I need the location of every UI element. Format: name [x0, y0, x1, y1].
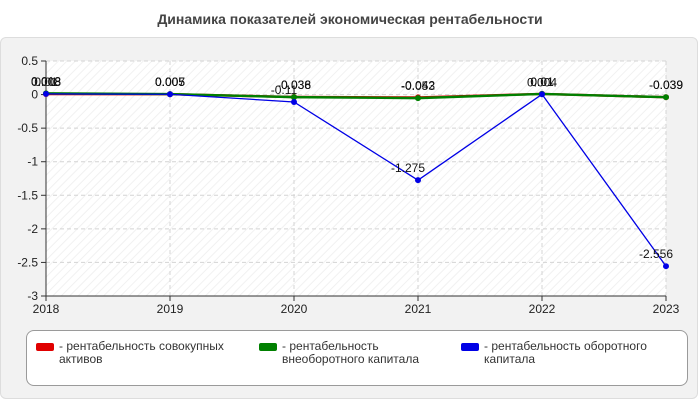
x-tick-label: 2021	[405, 302, 432, 316]
legend-item-series-2[interactable]: - рентабельность внеоборотного капитала	[259, 340, 449, 366]
y-tick-label: -2	[27, 222, 38, 236]
series-line-3	[45, 93, 667, 267]
x-tick-label: 2022	[529, 302, 556, 316]
data-label: -0.039	[649, 78, 683, 92]
data-label: -1.275	[391, 161, 425, 175]
legend-item-series-1[interactable]: - рентабельность совокупных активов	[36, 340, 246, 366]
x-tick-label: 2019	[157, 302, 184, 316]
data-label: 0.004	[527, 75, 557, 89]
y-tick-label: -0.5	[17, 121, 38, 135]
data-point	[415, 177, 421, 184]
data-label: 0.01	[530, 75, 554, 89]
legend-item-series-3[interactable]: - рентабельность оборотного капитала	[461, 340, 683, 366]
x-tick-label: 2023	[653, 302, 680, 316]
y-tick-label: -2.5	[17, 255, 38, 269]
y-tick-label: 0.5	[21, 54, 38, 68]
data-point	[291, 98, 297, 105]
chart-title: Динамика показателей экономическая рента…	[157, 11, 543, 27]
data-point	[539, 91, 545, 98]
y-tick-label: -1	[27, 155, 38, 169]
data-label: 0.005	[155, 75, 185, 89]
data-point	[663, 263, 669, 270]
legend-swatch-series-1	[36, 343, 54, 351]
data-point	[167, 91, 173, 98]
data-label: -0.038	[277, 78, 311, 92]
plot-area	[46, 61, 666, 296]
data-label: -0.042	[401, 78, 435, 92]
y-tick-label: -1.5	[17, 188, 38, 202]
data-point	[415, 95, 421, 102]
data-label: -0.11	[271, 83, 298, 97]
legend-label-series-1: - рентабельность совокупных активов	[59, 339, 224, 366]
data-point	[663, 94, 669, 101]
y-tick-label: 0	[31, 88, 38, 102]
legend-swatch-series-3	[461, 343, 479, 351]
x-tick-label: 2020	[281, 302, 308, 316]
y-tick-label: -3	[27, 289, 38, 303]
data-label: 0.01	[34, 75, 58, 89]
data-point	[291, 94, 297, 101]
data-label: 0.018	[31, 74, 61, 88]
legend-label-series-2: - рентабельность внеоборотного капитала	[282, 339, 419, 366]
data-label: 0.007	[155, 75, 185, 89]
data-label: 0.01	[530, 75, 554, 89]
data-label: -0.053	[401, 79, 435, 93]
x-tick-label: 2018	[33, 302, 60, 316]
data-label: -2.556	[639, 247, 673, 261]
data-label: -0.039	[649, 78, 683, 92]
legend: - рентабельность совокупных активов - ре…	[26, 330, 688, 386]
data-label: 0.005	[155, 75, 185, 89]
data-label: -0.036	[277, 78, 311, 92]
data-label: 0.008	[31, 75, 61, 89]
legend-label-series-3: - рентабельность оборотного капитала	[484, 339, 647, 366]
data-point	[43, 90, 49, 97]
legend-swatch-series-2	[259, 343, 277, 351]
